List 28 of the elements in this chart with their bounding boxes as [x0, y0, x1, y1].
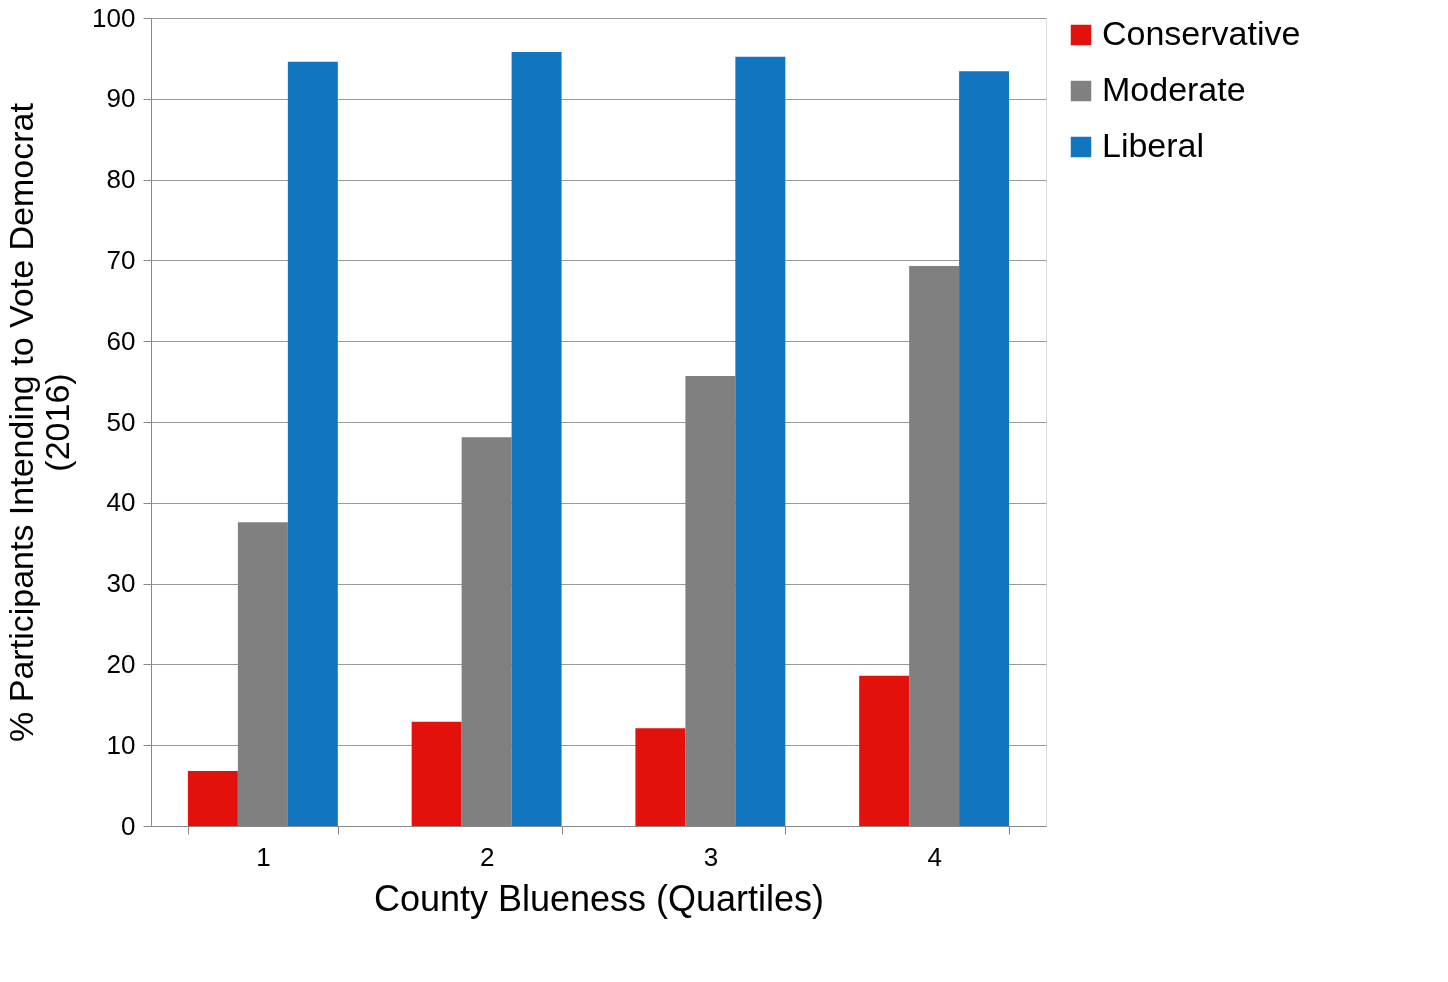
- y-tick-label: 80: [106, 164, 136, 195]
- bar: [859, 675, 910, 826]
- y-tick-label: 20: [106, 648, 136, 679]
- x-tick-label: 3: [703, 841, 719, 872]
- legend-label: Liberal: [1102, 126, 1205, 164]
- x-axis-title: County Blueness (Quartiles): [373, 877, 825, 919]
- y-tick-label: 70: [106, 244, 136, 275]
- y-tick-label: 10: [106, 729, 136, 760]
- y-tick-label: 30: [106, 568, 136, 599]
- y-tick-label: 50: [106, 406, 136, 437]
- bar: [287, 61, 338, 826]
- y-tick-label: 90: [106, 83, 136, 114]
- y-tick-label: 60: [106, 325, 136, 356]
- bar: [635, 728, 686, 826]
- legend-label: Conservative: [1102, 14, 1301, 52]
- bar: [735, 56, 786, 826]
- bar: [411, 721, 462, 826]
- x-tick-label: 1: [256, 841, 271, 872]
- y-axis-title: % Participants Intending to Vote Democrat (2016): [2, 102, 77, 742]
- x-tick-label: 2: [479, 841, 495, 872]
- legend-label: Moderate: [1102, 70, 1246, 108]
- bar: [187, 771, 238, 826]
- x-tick-label: 4: [927, 841, 942, 872]
- bar: [511, 51, 562, 826]
- y-tick-label: 40: [106, 487, 136, 518]
- y-tick-label: 0: [121, 810, 136, 841]
- y-tick-label: 100: [92, 2, 136, 33]
- bar: [959, 71, 1010, 826]
